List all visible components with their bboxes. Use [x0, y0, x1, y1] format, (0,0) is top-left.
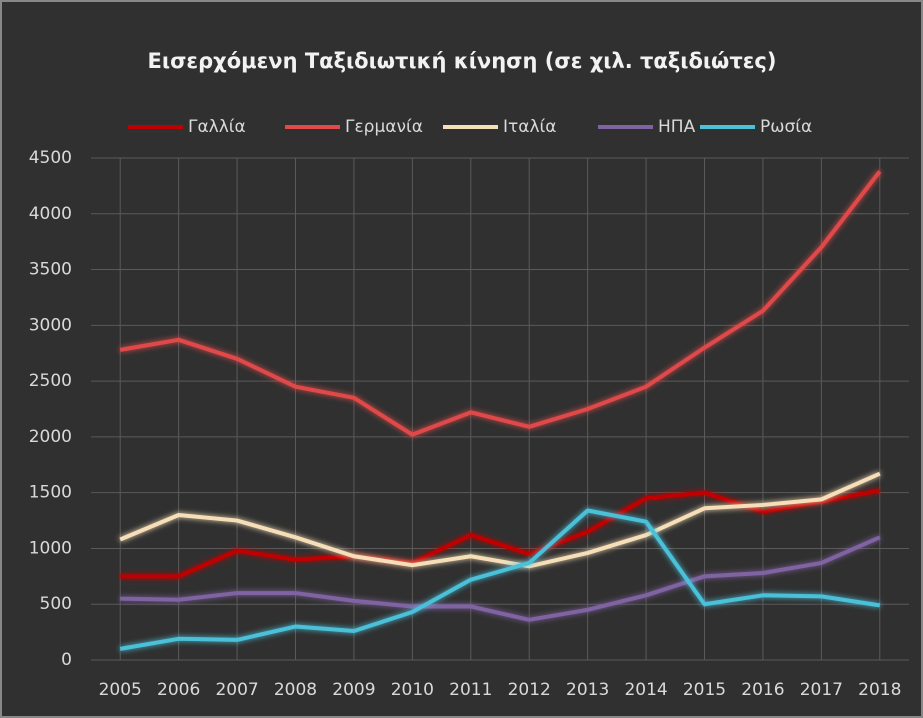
y-tick-label: 1500	[29, 483, 72, 503]
x-tick-label: 2011	[449, 680, 492, 700]
x-tick-label: 2013	[566, 680, 609, 700]
x-tick-label: 2014	[624, 680, 667, 700]
y-tick-label: 4000	[29, 204, 72, 224]
y-tick-label: 2000	[29, 427, 72, 447]
legend-label: Γαλλία	[188, 117, 246, 137]
x-tick-label: 2016	[741, 680, 784, 700]
x-tick-label: 2007	[215, 680, 258, 700]
y-tick-label: 500	[40, 594, 72, 614]
x-tick-label: 2009	[332, 680, 375, 700]
x-tick-label: 2008	[274, 680, 317, 700]
legend-label: ΗΠΑ	[658, 117, 696, 137]
y-tick-label: 2500	[29, 371, 72, 391]
y-tick-label: 3000	[29, 315, 72, 335]
x-tick-label: 2006	[157, 680, 200, 700]
series-line	[119, 471, 881, 569]
chart-title: Εισερχόμενη Ταξιδιωτική κίνηση (σε χιλ. …	[148, 49, 777, 73]
x-tick-label: 2018	[858, 680, 901, 700]
x-tick-label: 2012	[508, 680, 551, 700]
series-line	[120, 535, 881, 622]
x-tick-label: 2017	[800, 680, 843, 700]
x-tick-label: 2005	[99, 680, 142, 700]
y-tick-label: 0	[61, 650, 72, 670]
x-tick-label: 2010	[391, 680, 434, 700]
legend-label: Ιταλία	[503, 117, 556, 137]
y-tick-label: 4500	[29, 148, 72, 168]
x-tick-label: 2015	[683, 680, 726, 700]
y-tick-label: 1000	[29, 538, 72, 558]
y-tick-label: 3500	[29, 260, 72, 280]
legend-label: Ρωσία	[760, 117, 812, 137]
series-line	[119, 508, 881, 651]
series-line	[119, 170, 882, 437]
series-line	[120, 488, 881, 579]
legend-label: Γερμανία	[345, 117, 423, 137]
